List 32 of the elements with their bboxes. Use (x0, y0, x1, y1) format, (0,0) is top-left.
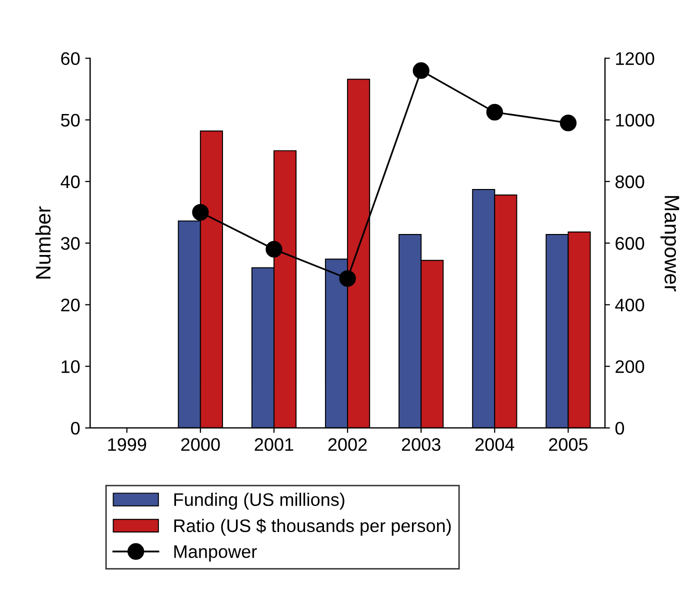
x-tick-label: 1999 (108, 438, 146, 451)
point (486, 104, 503, 121)
x-tick-label: 2000 (181, 438, 220, 451)
y-axis-title: Number (35, 206, 51, 278)
point (266, 240, 282, 258)
y2-tick-label: 400 (615, 298, 644, 312)
y2-tick-label: 0 (615, 422, 624, 435)
y-tick-label: 0 (71, 422, 80, 435)
point (192, 204, 209, 221)
y-tick-label: 30 (60, 237, 80, 250)
x-tick-label: 2002 (328, 438, 367, 451)
y2-tick-label: 600 (616, 237, 644, 250)
y-tick-label: 20 (61, 298, 80, 312)
x-tick-label: 2005 (549, 438, 588, 451)
y-tick-label: 50 (61, 114, 80, 127)
point (412, 62, 430, 79)
y2-axis-title: Manpower (660, 196, 680, 292)
y-tick-label: 10 (62, 360, 80, 374)
legend-label: Funding (US millions) (174, 492, 344, 510)
point (560, 114, 577, 132)
y2-tick-label: 1200 (616, 52, 654, 65)
x-tick-label: 2001 (254, 438, 294, 451)
legend-label: Manpower (174, 545, 257, 562)
x-tick-label: 2004 (475, 438, 514, 451)
legend-label: Ratio (US $ thousands per person) (174, 518, 451, 536)
y2-tick-label: 200 (616, 360, 644, 374)
y-tick-label: 60 (61, 52, 80, 65)
y2-tick-label: 800 (615, 175, 644, 188)
x-tick-label: 2003 (402, 438, 440, 451)
point (339, 270, 356, 287)
y2-tick-label: 1000 (616, 114, 654, 127)
y-tick-label: 40 (60, 175, 80, 188)
